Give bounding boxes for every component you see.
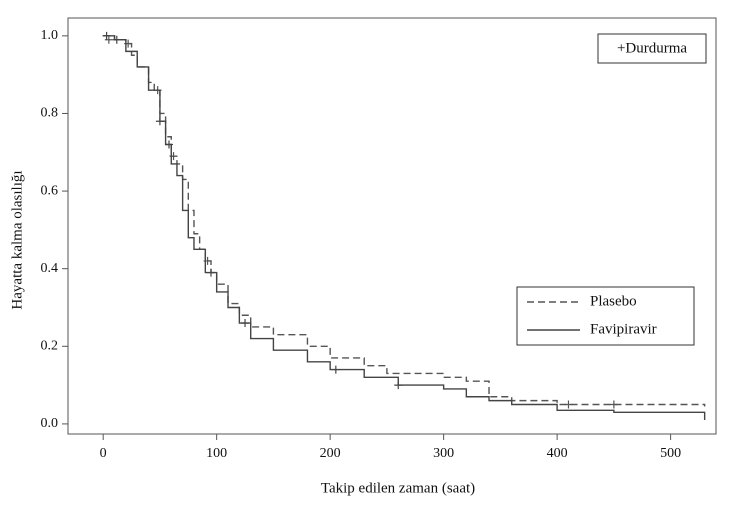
- legend-label: Plasebo: [590, 293, 637, 309]
- x-axis-label: Takip edilen zaman (saat): [321, 480, 475, 496]
- x-tick-label: 500: [660, 446, 681, 461]
- x-tick-label: 300: [433, 446, 454, 461]
- x-tick-label: 200: [320, 446, 341, 461]
- y-tick-label: 0.8: [41, 106, 59, 121]
- censor-mark: [112, 35, 121, 44]
- y-axis-label: Hayatta kalma olasılığı: [9, 170, 25, 309]
- censor-mark: [331, 365, 340, 374]
- censor-mark: [394, 381, 403, 390]
- y-tick-label: 0.0: [41, 416, 59, 431]
- censor-mark: [165, 140, 174, 149]
- y-tick-label: 0.4: [41, 261, 59, 276]
- x-tick-label: 100: [206, 446, 227, 461]
- annotation-box: [597, 33, 707, 64]
- censor-mark: [609, 400, 618, 409]
- y-tick-label: 0.6: [41, 183, 59, 198]
- censor-mark: [155, 117, 164, 126]
- censor-mark: [102, 31, 111, 40]
- legend-label: Favipiravir: [590, 321, 657, 337]
- x-tick-label: 0: [100, 446, 107, 461]
- y-tick-label: 0.2: [41, 339, 59, 354]
- censor-mark: [564, 400, 573, 409]
- censor-mark: [241, 319, 250, 328]
- annotation: +Durdurma: [617, 40, 687, 56]
- censor-mark: [206, 268, 215, 277]
- survival-curve: [103, 35, 706, 421]
- x-tick-label: 400: [547, 446, 568, 461]
- legend-box: [516, 286, 695, 346]
- y-tick-label: 1.0: [41, 28, 59, 43]
- plot-frame: [67, 17, 717, 435]
- survival-curve: [103, 35, 706, 407]
